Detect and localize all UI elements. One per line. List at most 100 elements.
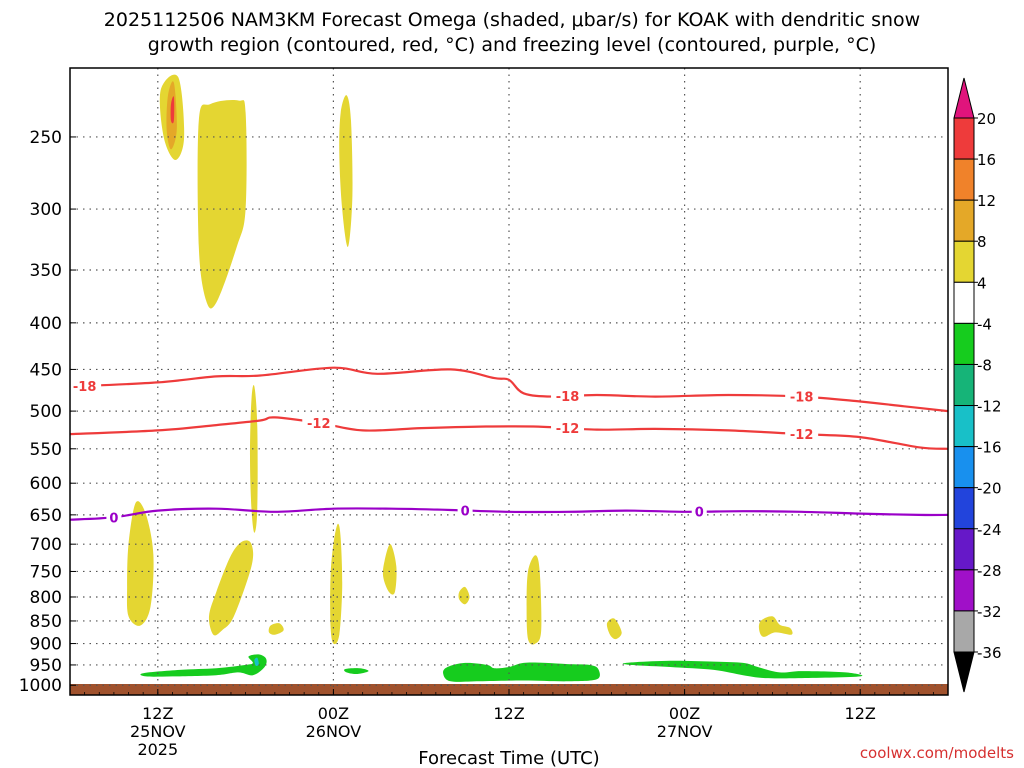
colorbar-label-10: -24	[977, 521, 1002, 539]
omega-area-3	[197, 99, 247, 309]
chart-title-line2: growth region (contoured, red, °C) and f…	[147, 34, 877, 56]
y-tick-label-550: 550	[30, 440, 62, 460]
y-tick-label-500: 500	[30, 402, 62, 422]
colorbar-segment-4	[953, 240, 975, 283]
omega-area-18	[443, 662, 600, 682]
omega-area-8	[268, 623, 284, 635]
contour-label-freezing-level-0: 0	[109, 511, 118, 526]
contour-label-bg-dgz-bottom-1	[551, 420, 585, 437]
contour-label-bg-dgz-top-0	[68, 377, 102, 394]
colorbar-segment-2	[953, 158, 975, 201]
omega-shading-layer	[126, 74, 863, 682]
y-tick-label-650: 650	[30, 506, 62, 526]
colorbar-segment-5	[953, 281, 975, 324]
y-tick-label-700: 700	[30, 535, 62, 555]
omega-area-12	[526, 555, 542, 645]
contour-label-bg-freezing-level-0	[106, 509, 122, 526]
omega-area-19	[622, 660, 863, 679]
omega-area-15	[140, 654, 267, 677]
y-tick-label-250: 250	[30, 128, 62, 148]
y-tick-label-900: 900	[30, 635, 62, 655]
colorbar-segment-1	[953, 117, 975, 160]
y-tick-label-1000: 1000	[19, 676, 62, 696]
contour-label-freezing-level-2: 0	[695, 506, 704, 521]
x-tick-label-0-2: 2025	[137, 740, 178, 759]
x-tick-label-1-0: 00Z	[318, 704, 349, 723]
colorbar-segment-11	[953, 528, 975, 571]
colorbar-segment-9	[953, 446, 975, 489]
contour-label-bg-dgz-bottom-2	[785, 426, 819, 443]
x-tick-label-3-1: 27NOV	[657, 722, 713, 741]
colorbar-label-9: -20	[977, 480, 1002, 498]
contour-label-dgz-top-1: -18	[556, 390, 580, 405]
colorbar-label-2: 12	[977, 192, 996, 210]
y-tick-label-600: 600	[30, 474, 62, 494]
contour-label-freezing-level-1: 0	[461, 504, 470, 519]
colorbar-label-5: -4	[977, 315, 992, 333]
colorbar-label-12: -32	[977, 603, 1002, 621]
contour-label-bg-dgz-bottom-0	[302, 414, 336, 431]
y-tick-label-850: 850	[30, 612, 62, 632]
omega-area-14	[758, 616, 793, 637]
omega-area-9	[330, 523, 343, 645]
chart-title-line1: 2025112506 NAM3KM Forecast Omega (shaded…	[103, 9, 921, 31]
colorbar-segment-13	[953, 610, 975, 653]
contour-label-bg-dgz-top-1	[551, 388, 585, 405]
colorbar-segment-12	[953, 569, 975, 612]
y-tick-label-350: 350	[30, 261, 62, 281]
y-tick-label-450: 450	[30, 360, 62, 380]
colorbar-segment-6	[953, 322, 975, 365]
omega-area-17	[344, 668, 369, 675]
contour-layer: -18 -18 -18 -12 -12 -12 0 0 0	[68, 366, 949, 526]
contour-label-dgz-bottom-0: -12	[307, 417, 331, 432]
omega-area-13	[606, 618, 622, 640]
colorbar-segment-3	[953, 199, 975, 242]
colorbar-label-6: -8	[977, 356, 992, 374]
colorbar-label-13: -36	[977, 644, 1002, 662]
y-tick-label-750: 750	[30, 562, 62, 582]
colorbar-label-3: 8	[977, 233, 987, 251]
omega-area-11	[458, 586, 470, 605]
colorbar-segment-8	[953, 405, 975, 448]
colorbar-segment-10	[953, 487, 975, 530]
source-credit: coolwx.com/modelts	[859, 744, 1014, 762]
contour-label-bg-freezing-level-2	[691, 503, 707, 520]
colorbar-label-7: -12	[977, 398, 1002, 416]
contour-freezing-level	[69, 507, 949, 521]
omega-area-2	[170, 96, 175, 124]
colorbar-label-11: -28	[977, 562, 1002, 580]
colorbar-label-0: 20	[977, 110, 996, 128]
colorbar-label-1: 16	[977, 151, 996, 169]
colorbar-segment-7	[953, 363, 975, 407]
contour-label-dgz-bottom-2: -12	[790, 428, 814, 443]
colorbar-label-4: 4	[977, 274, 987, 292]
y-tick-label-300: 300	[30, 200, 62, 220]
x-tick-label-3-0: 00Z	[669, 704, 700, 723]
x-tick-label-2-0: 12Z	[493, 704, 524, 723]
contour-label-dgz-top-0: -18	[73, 380, 97, 395]
omega-area-16	[254, 657, 259, 667]
contour-label-dgz-bottom-1: -12	[556, 422, 580, 437]
colorbar: 20 16 12 8 4 -4 -8 -12 -16 -20 -24 -28 -32 -36	[953, 77, 1002, 693]
y-tick-label-950: 950	[30, 656, 62, 676]
colorbar-top-triangle	[953, 77, 975, 119]
omega-area-4	[339, 95, 353, 247]
y-axis: 250 300 350 400 450 500 550 600 650 700 750 800 850 9…	[19, 128, 76, 696]
contour-label-dgz-top-2: -18	[790, 391, 814, 406]
colorbar-bottom-triangle	[953, 651, 975, 693]
x-tick-label-0-0: 12Z	[142, 704, 173, 723]
y-tick-label-800: 800	[30, 588, 62, 608]
contour-label-bg-dgz-top-2	[785, 388, 819, 405]
omega-area-6	[126, 501, 154, 626]
x-tick-label-4-0: 12Z	[845, 704, 876, 723]
omega-area-7	[208, 540, 254, 636]
x-axis-label: Forecast Time (UTC)	[418, 748, 599, 768]
x-tick-label-0-1: 25NOV	[130, 722, 186, 741]
y-tick-label-400: 400	[30, 314, 62, 334]
contour-label-bg-freezing-level-1	[457, 502, 473, 519]
omega-area-10	[382, 544, 397, 595]
colorbar-label-8: -16	[977, 439, 1002, 457]
x-tick-label-1-1: 26NOV	[306, 722, 362, 741]
